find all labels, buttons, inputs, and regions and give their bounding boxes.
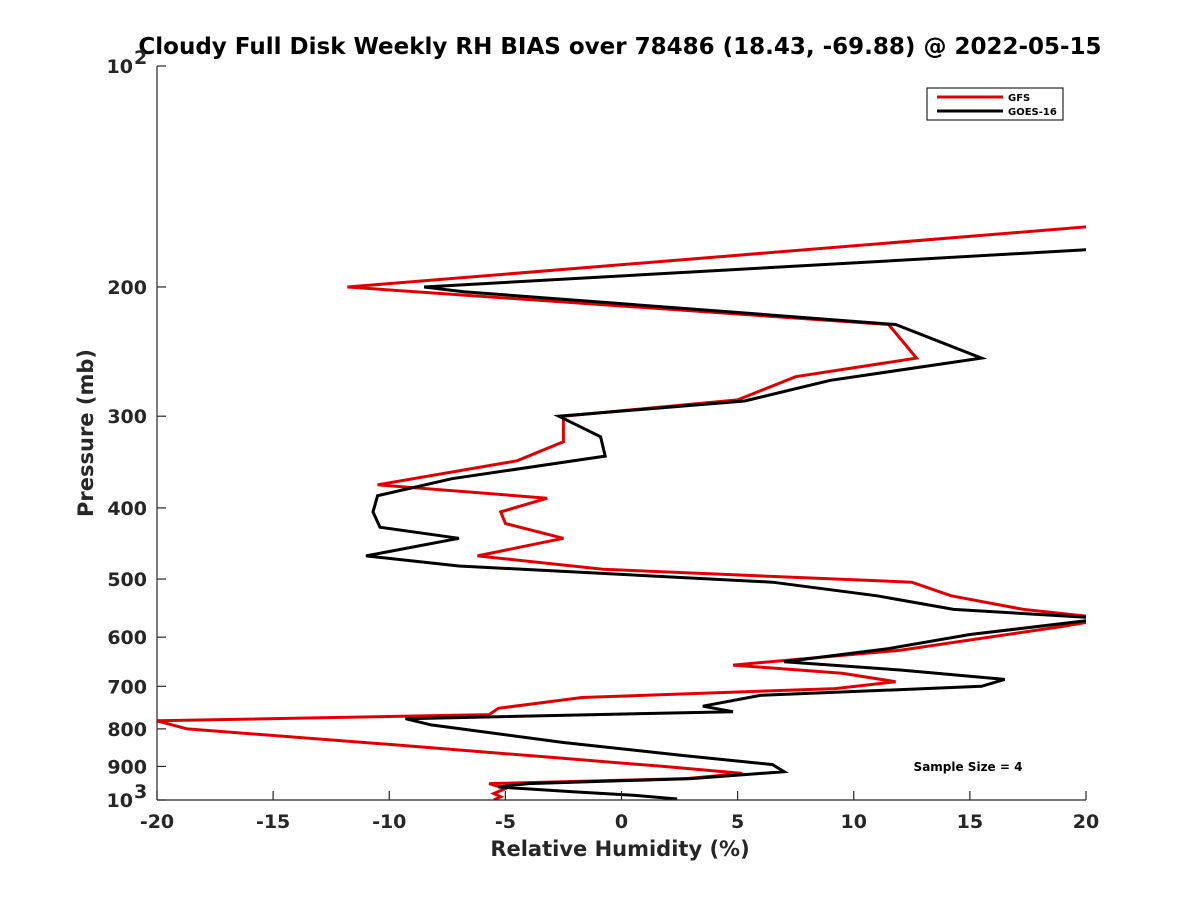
- x-tick-label: -10: [372, 811, 406, 833]
- y-tick-label: 600: [107, 627, 147, 649]
- x-tick-label: -15: [256, 811, 290, 833]
- sample-size-annotation: Sample Size = 4: [914, 760, 1023, 774]
- chart-title: Cloudy Full Disk Weekly RH BIAS over 784…: [138, 34, 1101, 60]
- legend-box: [926, 87, 1064, 121]
- y-tick-label: 800: [107, 719, 147, 741]
- y-tick-exponent: 2: [134, 47, 147, 69]
- legend-entry: GFS: [1008, 93, 1030, 104]
- x-tick-label: 0: [615, 811, 628, 833]
- y-tick-label: 200: [107, 277, 147, 299]
- plot-area: [157, 225, 1086, 800]
- y-tick-label: 300: [107, 406, 147, 428]
- x-tick-label: 20: [1073, 811, 1099, 833]
- y-tick-label: 10: [107, 790, 133, 812]
- x-tick-label: -20: [140, 811, 174, 833]
- x-tick-label: 10: [841, 811, 867, 833]
- x-tick-label: 5: [731, 811, 744, 833]
- x-axis-label: Relative Humidity (%): [490, 837, 749, 861]
- y-tick-label: 400: [107, 498, 147, 520]
- legend-entry: GOES-16: [1008, 107, 1057, 118]
- series-line-goes-16: [365, 248, 1086, 800]
- y-tick-label: 900: [107, 756, 147, 778]
- y-tick-label: 10: [107, 56, 133, 78]
- y-tick-label: 500: [107, 569, 147, 591]
- x-axis-ticks: -20 -15 -10 -5 0 5 10 15 20: [140, 791, 1099, 833]
- y-tick-exponent: 3: [134, 781, 147, 803]
- legend: GFS GOES-16: [926, 87, 1064, 121]
- series-line-gfs: [157, 225, 1086, 800]
- y-tick-label: 700: [107, 676, 147, 698]
- x-tick-label: -5: [495, 811, 516, 833]
- y-axis-label: Pressure (mb): [74, 349, 98, 517]
- x-tick-label: 15: [957, 811, 983, 833]
